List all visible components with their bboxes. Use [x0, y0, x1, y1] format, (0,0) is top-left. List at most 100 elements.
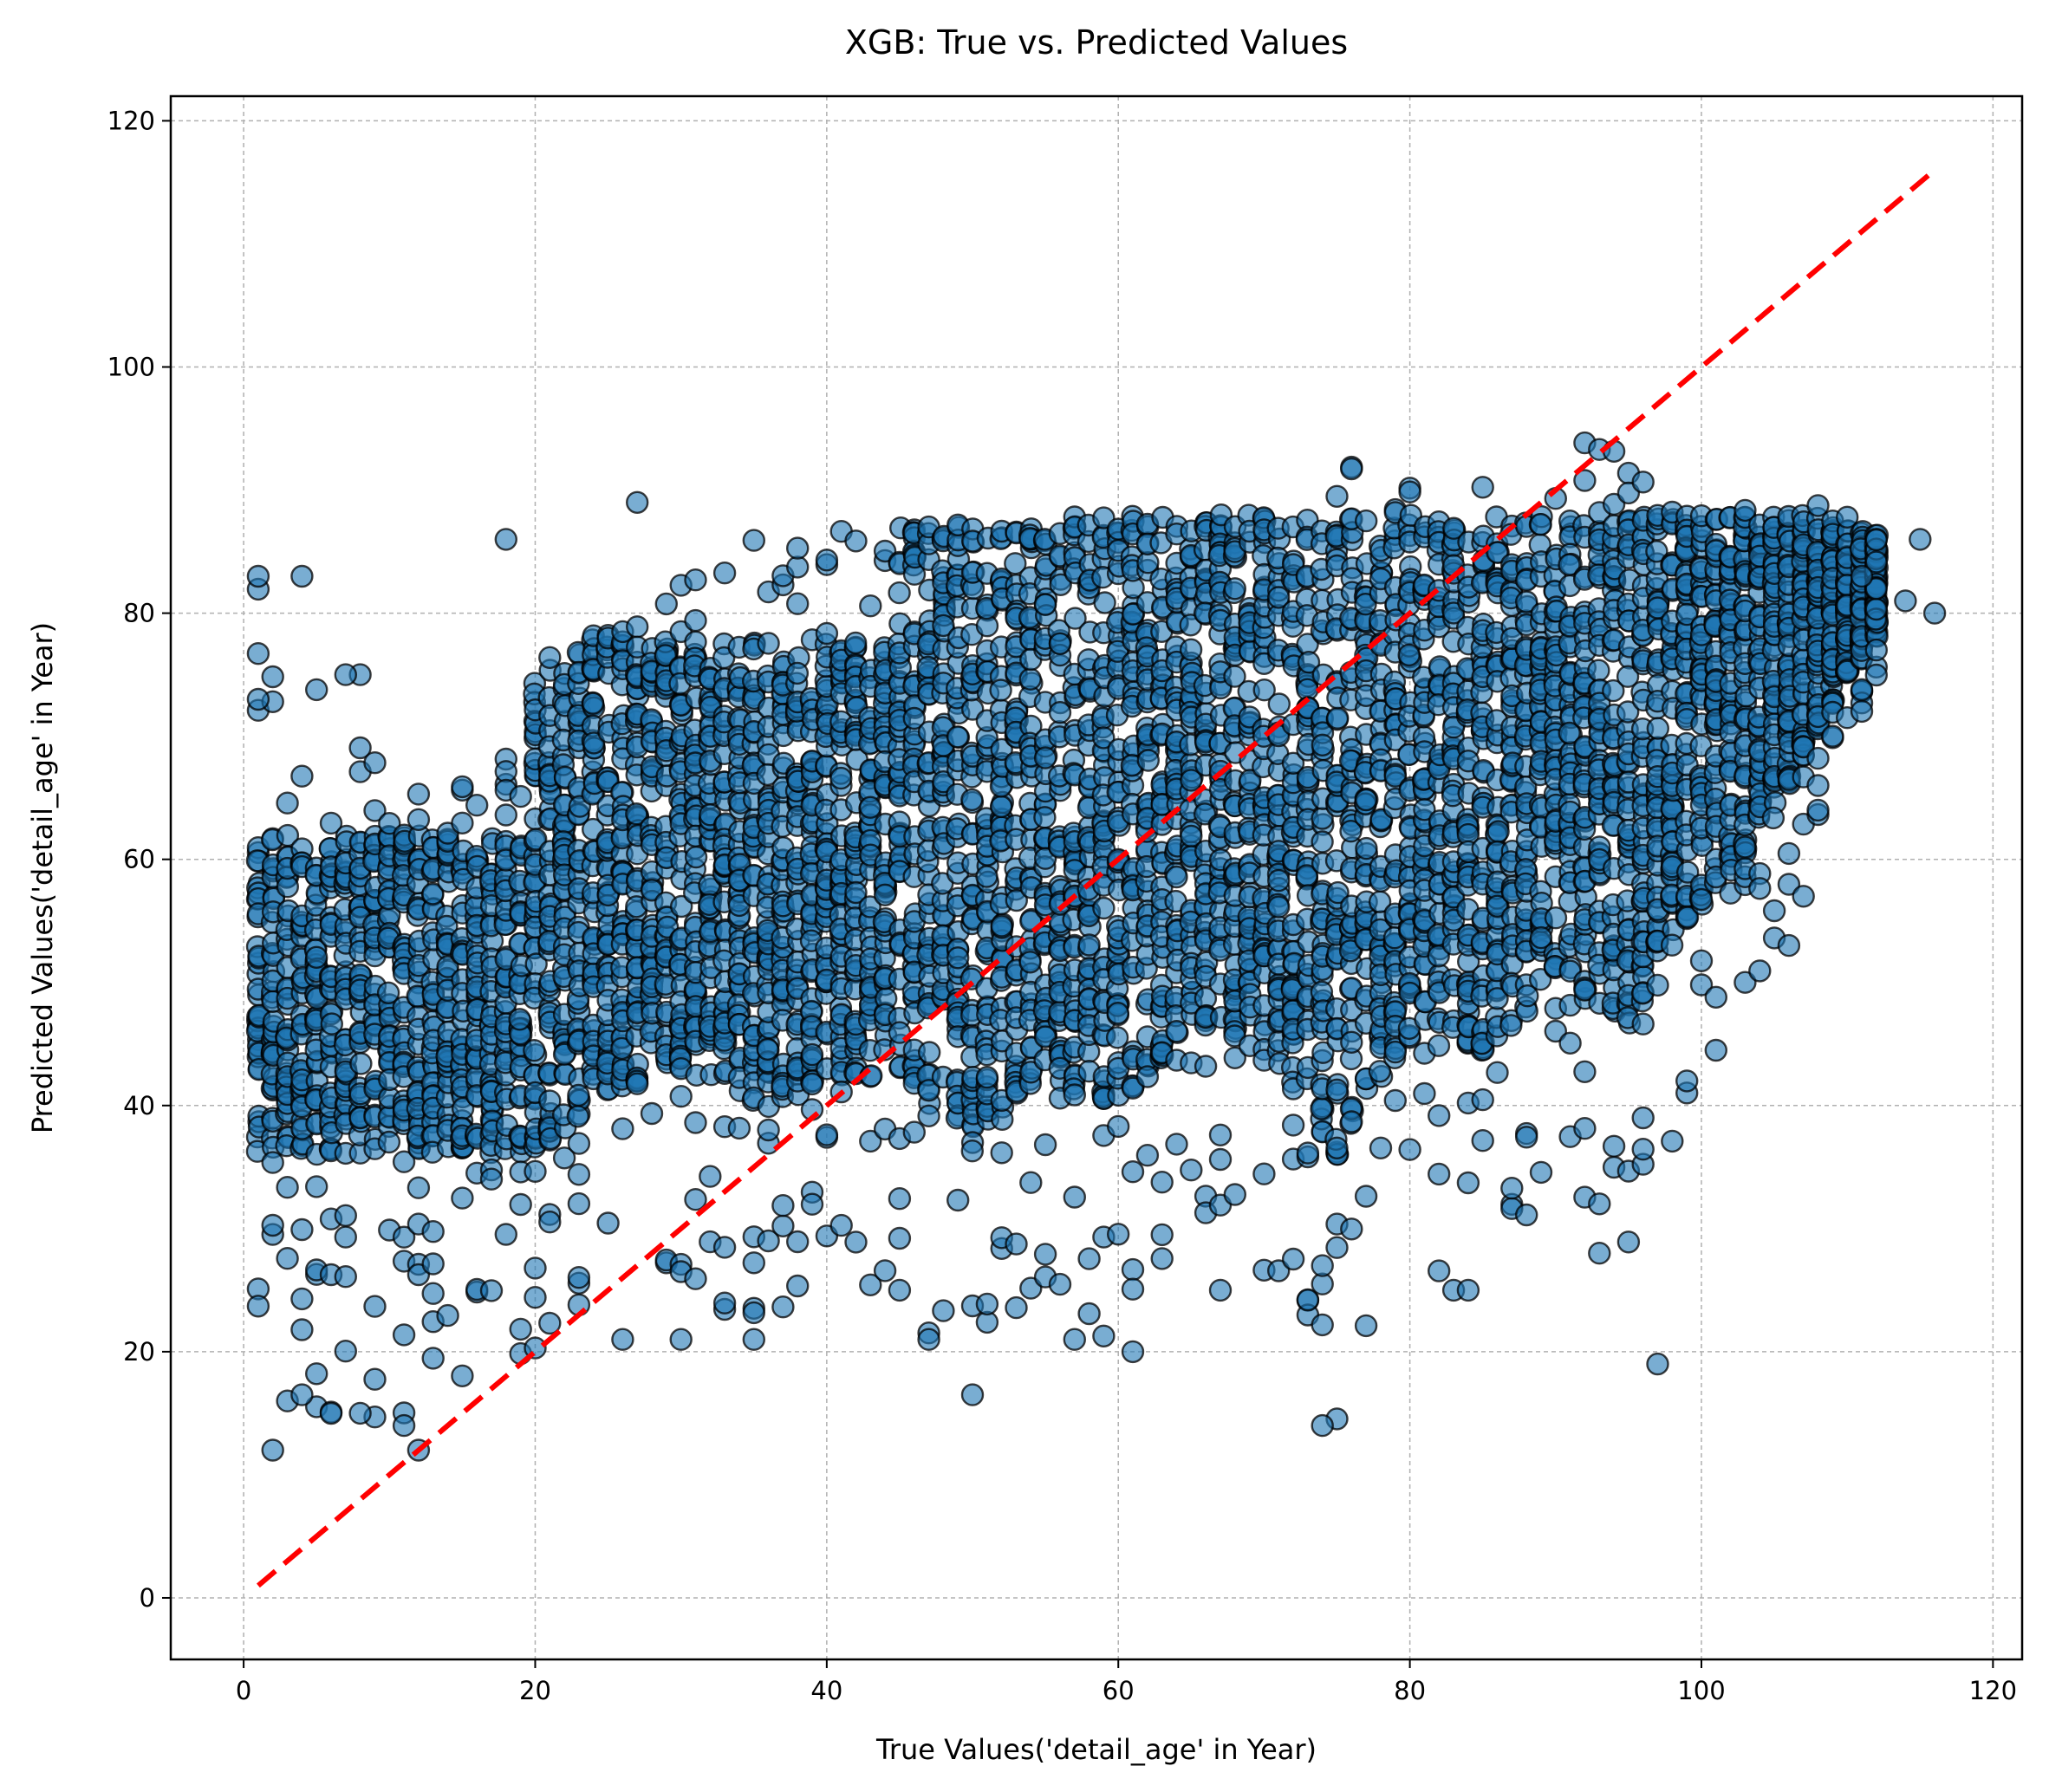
- data-point: [1427, 1034, 1451, 1057]
- data-point: [567, 1265, 591, 1289]
- chart-title: XGB: True vs. Predicted Values: [845, 23, 1348, 62]
- data-point: [378, 812, 401, 835]
- data-point: [1165, 1133, 1188, 1156]
- data-point: [1077, 1302, 1101, 1326]
- data-point: [1005, 1232, 1028, 1256]
- data-point: [523, 1038, 546, 1062]
- data-point: [902, 1120, 927, 1144]
- data-point: [684, 1111, 707, 1134]
- data-point: [1325, 1236, 1349, 1259]
- data-point: [509, 1317, 532, 1341]
- data-point: [1514, 1126, 1538, 1149]
- data-point: [1369, 1136, 1393, 1160]
- data-point: [888, 581, 911, 605]
- data-point: [1135, 1065, 1160, 1088]
- data-point: [1048, 1272, 1072, 1296]
- data-point: [960, 1139, 985, 1163]
- data-point: [1281, 1114, 1305, 1137]
- data-point: [596, 1211, 620, 1235]
- data-point: [421, 1282, 445, 1305]
- data-point: [1223, 577, 1247, 601]
- data-point: [524, 1159, 547, 1184]
- data-point: [421, 1347, 445, 1370]
- data-point: [712, 1291, 737, 1315]
- data-point: [1077, 1247, 1101, 1270]
- data-point: [363, 1367, 387, 1391]
- data-point: [684, 608, 707, 633]
- data-point: [567, 1163, 591, 1186]
- data-point: [858, 795, 882, 819]
- data-point: [1602, 1134, 1626, 1159]
- data-point: [1529, 1160, 1553, 1185]
- data-point: [320, 1012, 343, 1036]
- data-point: [1631, 1012, 1655, 1036]
- data-point: [844, 631, 868, 655]
- data-point: [305, 1362, 328, 1386]
- data-point: [1063, 1185, 1087, 1209]
- data-point: [975, 865, 998, 888]
- data-point: [786, 1274, 810, 1298]
- data-point: [946, 946, 970, 970]
- data-point: [1033, 1243, 1057, 1266]
- data-point: [1267, 692, 1291, 716]
- data-point: [509, 1192, 532, 1217]
- data-point: [640, 1101, 664, 1126]
- data-point: [1106, 1223, 1130, 1246]
- data-point: [712, 562, 737, 585]
- data-point: [975, 1065, 999, 1089]
- data-point: [348, 736, 372, 760]
- data-point: [494, 1223, 517, 1246]
- data-point: [1340, 457, 1363, 481]
- data-point: [509, 784, 532, 808]
- data-point: [538, 1210, 562, 1234]
- data-point: [1033, 746, 1057, 769]
- data-point: [407, 808, 431, 831]
- data-point: [1340, 1110, 1363, 1133]
- data-point: [1660, 933, 1684, 957]
- data-point: [1573, 1060, 1597, 1084]
- data-point: [1573, 1116, 1597, 1140]
- data-point: [1033, 806, 1057, 829]
- data-point: [1310, 980, 1334, 1004]
- data-point: [1150, 1223, 1174, 1247]
- data-point: [1150, 1170, 1174, 1194]
- data-point: [829, 766, 853, 790]
- data-point: [960, 788, 984, 812]
- data-point: [888, 1186, 912, 1211]
- data-point: [421, 882, 445, 906]
- data-point: [1471, 476, 1494, 499]
- data-point: [1121, 1257, 1145, 1282]
- data-point: [1325, 484, 1349, 508]
- data-point: [305, 1175, 328, 1198]
- data-point: [392, 1225, 416, 1249]
- data-point: [844, 529, 868, 553]
- scatter-points: [245, 431, 1947, 1462]
- data-point: [363, 1295, 387, 1318]
- data-point: [1354, 509, 1378, 533]
- data-point: [1340, 1030, 1363, 1055]
- data-point: [1631, 1137, 1655, 1161]
- data-point: [756, 1037, 779, 1062]
- data-point: [1266, 895, 1291, 919]
- data-point: [1150, 1247, 1174, 1270]
- data-point: [873, 883, 897, 907]
- data-point: [276, 1175, 299, 1199]
- data-point: [1165, 1019, 1188, 1043]
- data-point: [421, 1252, 445, 1276]
- data-point: [1471, 1128, 1494, 1152]
- data-point: [1018, 951, 1042, 974]
- data-point: [990, 914, 1013, 938]
- data-point: [1106, 1114, 1130, 1139]
- data-point: [1208, 1147, 1233, 1172]
- data-point: [1427, 1259, 1451, 1282]
- data-point: [581, 691, 605, 715]
- data-point: [1121, 1277, 1145, 1301]
- data-point: [290, 764, 314, 788]
- data-point: [975, 1292, 999, 1316]
- data-point: [494, 760, 517, 783]
- data-point: [932, 1299, 955, 1322]
- data-point: [290, 1287, 314, 1311]
- data-point: [684, 1267, 707, 1290]
- data-point: [742, 1301, 765, 1325]
